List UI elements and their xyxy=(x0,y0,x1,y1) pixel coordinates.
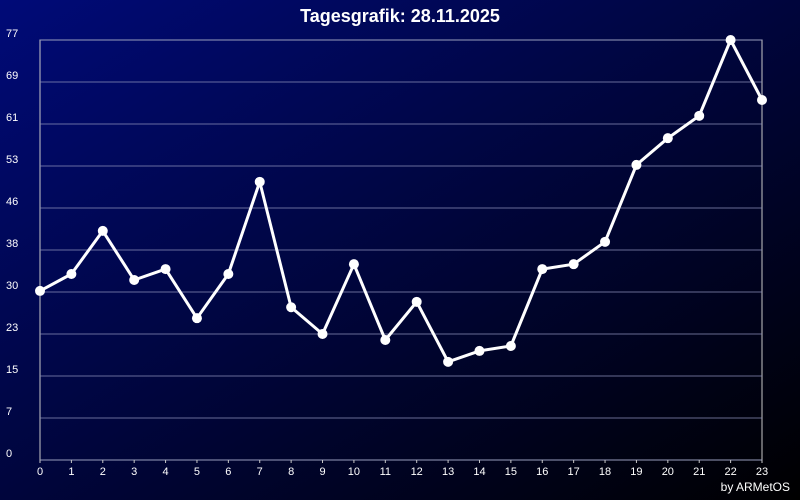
x-tick-label: 20 xyxy=(662,466,674,478)
y-tick-label: 77 xyxy=(6,28,18,40)
x-tick-label: 17 xyxy=(568,466,580,478)
y-tick-label: 53 xyxy=(6,154,18,166)
x-tick-label: 14 xyxy=(473,466,485,478)
x-tick-label: 9 xyxy=(319,466,325,478)
credit: by ARMetOS xyxy=(721,480,790,494)
data-point xyxy=(631,159,642,170)
data-point xyxy=(380,335,391,345)
x-tick-label: 6 xyxy=(225,466,231,478)
x-tick-label: 2 xyxy=(100,466,106,478)
data-point xyxy=(66,269,77,279)
data-point xyxy=(129,275,140,285)
y-tick-label: 69 xyxy=(6,70,18,82)
chart-title: Tagesgrafik: 28.11.2025 xyxy=(300,6,500,26)
data-point xyxy=(317,329,328,339)
data-point xyxy=(568,259,579,270)
data-point xyxy=(254,176,265,187)
data-point xyxy=(537,264,548,275)
data-point xyxy=(474,345,485,356)
x-tick-label: 7 xyxy=(257,466,263,478)
line xyxy=(39,38,764,364)
data-point xyxy=(505,341,516,351)
x-tick-label: 3 xyxy=(131,466,137,478)
x-tick-label: 0 xyxy=(37,466,43,478)
x-tick-label: 13 xyxy=(442,466,454,478)
data-point xyxy=(35,285,45,296)
data-point xyxy=(97,225,108,236)
data-point xyxy=(443,356,454,367)
data-point xyxy=(725,35,736,45)
x-tick-label: 21 xyxy=(693,466,705,478)
x-tick-label: 23 xyxy=(756,466,768,478)
x-tick-label: 5 xyxy=(194,466,200,478)
x-tick-label: 8 xyxy=(288,466,294,478)
y-tick-label: 23 xyxy=(6,322,18,334)
data-point xyxy=(191,313,202,324)
x-tick-label: 10 xyxy=(348,466,360,478)
data-point xyxy=(757,95,767,105)
data-point xyxy=(411,296,422,307)
x-tick-label: 11 xyxy=(380,466,391,478)
y-tick-label: 0 xyxy=(6,448,12,460)
x-tick-label: 16 xyxy=(536,466,548,478)
x-tick-label: 15 xyxy=(505,466,517,478)
data-point xyxy=(694,110,705,121)
y-tick-label: 7 xyxy=(6,406,12,418)
y-tick-label: 15 xyxy=(6,364,18,376)
data-point xyxy=(662,133,673,144)
data-point xyxy=(223,269,234,279)
y-tick-label: 30 xyxy=(6,280,18,292)
data-point xyxy=(600,236,611,247)
y-tick-label: 38 xyxy=(6,238,18,250)
x-tick-label: 4 xyxy=(163,466,169,478)
x-tick-label: 12 xyxy=(411,466,423,478)
x-tick-label: 19 xyxy=(630,466,642,478)
data-point xyxy=(348,259,359,270)
x-tick-label: 18 xyxy=(599,466,611,478)
y-tick-label: 61 xyxy=(6,112,18,124)
data-point xyxy=(286,302,297,313)
x-tick-label: 22 xyxy=(724,466,736,478)
data-point xyxy=(160,264,171,275)
y-tick-label: 46 xyxy=(6,196,18,208)
x-tick-label: 1 xyxy=(68,466,74,478)
